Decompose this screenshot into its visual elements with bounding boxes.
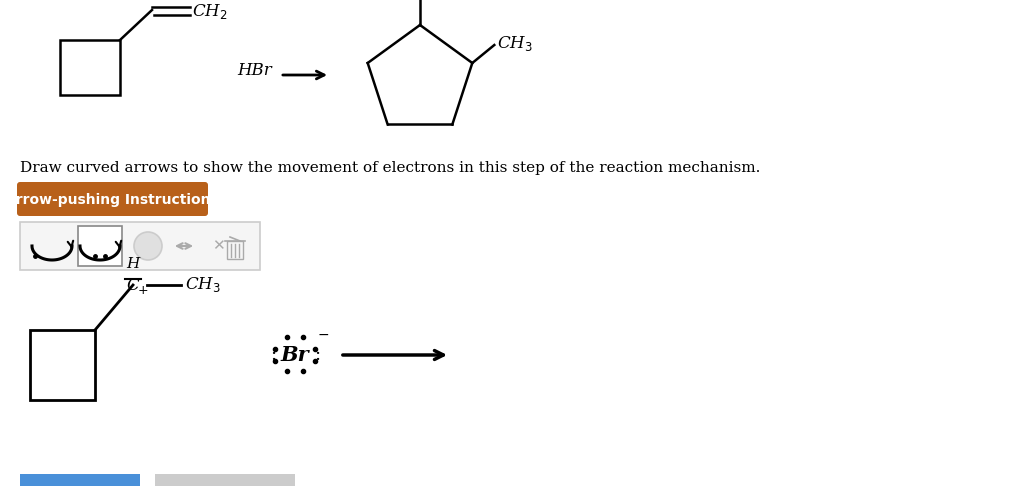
Text: Arrow-pushing Instructions: Arrow-pushing Instructions (5, 193, 219, 207)
Text: CH$_2$: CH$_2$ (193, 1, 227, 21)
Bar (78, 226, 122, 266)
Bar (60, 40, 120, 95)
Text: CH$_3$: CH$_3$ (498, 33, 534, 53)
Text: HBr: HBr (238, 61, 272, 79)
Bar (20, 222, 260, 270)
Bar (155, 474, 295, 486)
Text: +: + (137, 284, 148, 298)
Text: :: : (314, 346, 321, 364)
Text: H: H (126, 257, 139, 271)
Text: −: − (317, 328, 329, 342)
Text: Draw curved arrows to show the movement of electrons in this step of the reactio: Draw curved arrows to show the movement … (20, 161, 761, 175)
Text: CH$_3$: CH$_3$ (185, 275, 221, 295)
Circle shape (134, 232, 162, 260)
FancyBboxPatch shape (17, 182, 208, 216)
Text: ✕: ✕ (212, 239, 224, 253)
Text: C: C (127, 276, 139, 294)
Bar (20, 474, 140, 486)
Bar (30, 330, 95, 400)
Bar (227, 241, 243, 259)
Text: :: : (270, 346, 276, 364)
Text: Br: Br (281, 345, 309, 365)
